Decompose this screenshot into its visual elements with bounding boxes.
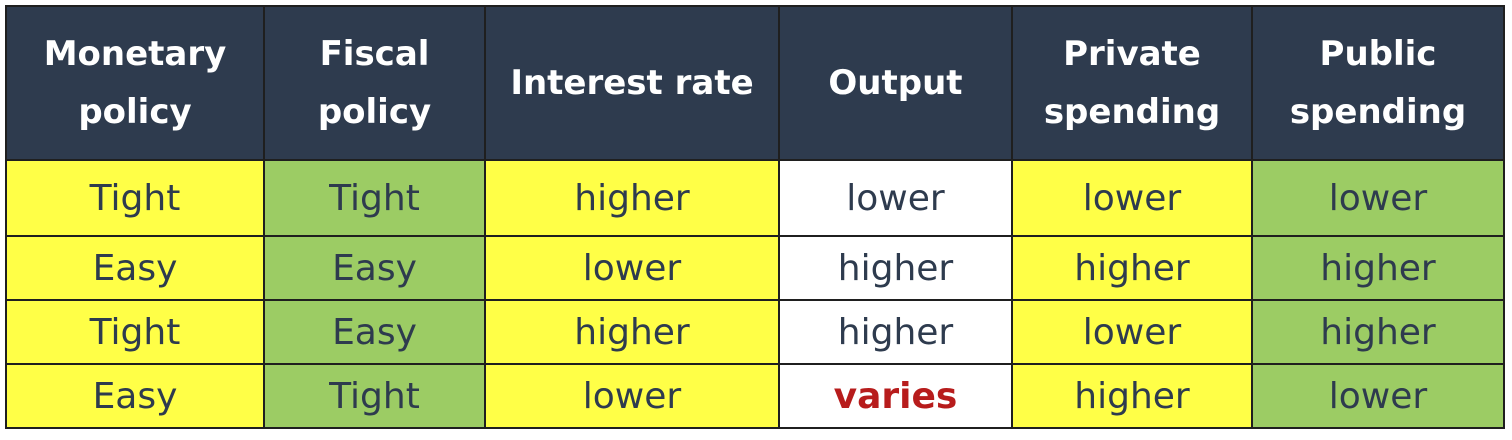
header-public-line2: spending <box>1289 92 1467 132</box>
cell-output: higher <box>778 235 1013 301</box>
policy-mix-table-container: Monetary policy Fiscal policy Interest rat… <box>5 5 1505 429</box>
policy-mix-table: Monetary policy Fiscal policy Interest rat… <box>5 5 1505 429</box>
header-private-line2: spending <box>1043 92 1221 132</box>
header-fiscal-line1: Fiscal <box>319 34 430 74</box>
table-row: Tight Tight higher lower lower lower <box>5 159 1505 237</box>
header-interest-rate: Interest rate <box>484 5 780 161</box>
cell-public-spending: higher <box>1251 299 1505 365</box>
cell-private-spending: higher <box>1011 363 1253 429</box>
cell-interest-rate: higher <box>484 299 780 365</box>
cell-public-spending: lower <box>1251 159 1505 237</box>
header-private-spending: Private spending <box>1011 5 1253 161</box>
header-public-spending: Public spending <box>1251 5 1505 161</box>
cell-interest-rate: higher <box>484 159 780 237</box>
cell-output: lower <box>778 159 1013 237</box>
cell-fiscal: Tight <box>263 159 486 237</box>
cell-interest-rate: lower <box>484 363 780 429</box>
cell-private-spending: lower <box>1011 159 1253 237</box>
cell-private-spending: lower <box>1011 299 1253 365</box>
cell-fiscal: Easy <box>263 235 486 301</box>
header-monetary-policy: Monetary policy <box>5 5 265 161</box>
header-row: Monetary policy Fiscal policy Interest rat… <box>5 5 1505 161</box>
header-output: Output <box>778 5 1013 161</box>
cell-public-spending: lower <box>1251 363 1505 429</box>
table-row: Easy Tight lower varies higher lower <box>5 363 1505 429</box>
cell-monetary: Easy <box>5 235 265 301</box>
cell-output-varies: varies <box>778 363 1013 429</box>
header-public-line1: Public <box>1319 34 1437 74</box>
cell-fiscal: Easy <box>263 299 486 365</box>
cell-private-spending: higher <box>1011 235 1253 301</box>
cell-output: higher <box>778 299 1013 365</box>
table-row: Tight Easy higher higher lower higher <box>5 299 1505 365</box>
cell-monetary: Tight <box>5 299 265 365</box>
header-fiscal-policy: Fiscal policy <box>263 5 486 161</box>
cell-monetary: Easy <box>5 363 265 429</box>
header-fiscal-line2: policy <box>317 92 432 132</box>
header-private-line1: Private <box>1063 34 1201 74</box>
cell-monetary: Tight <box>5 159 265 237</box>
cell-public-spending: higher <box>1251 235 1505 301</box>
cell-interest-rate: lower <box>484 235 780 301</box>
cell-fiscal: Tight <box>263 363 486 429</box>
table-row: Easy Easy lower higher higher higher <box>5 235 1505 301</box>
